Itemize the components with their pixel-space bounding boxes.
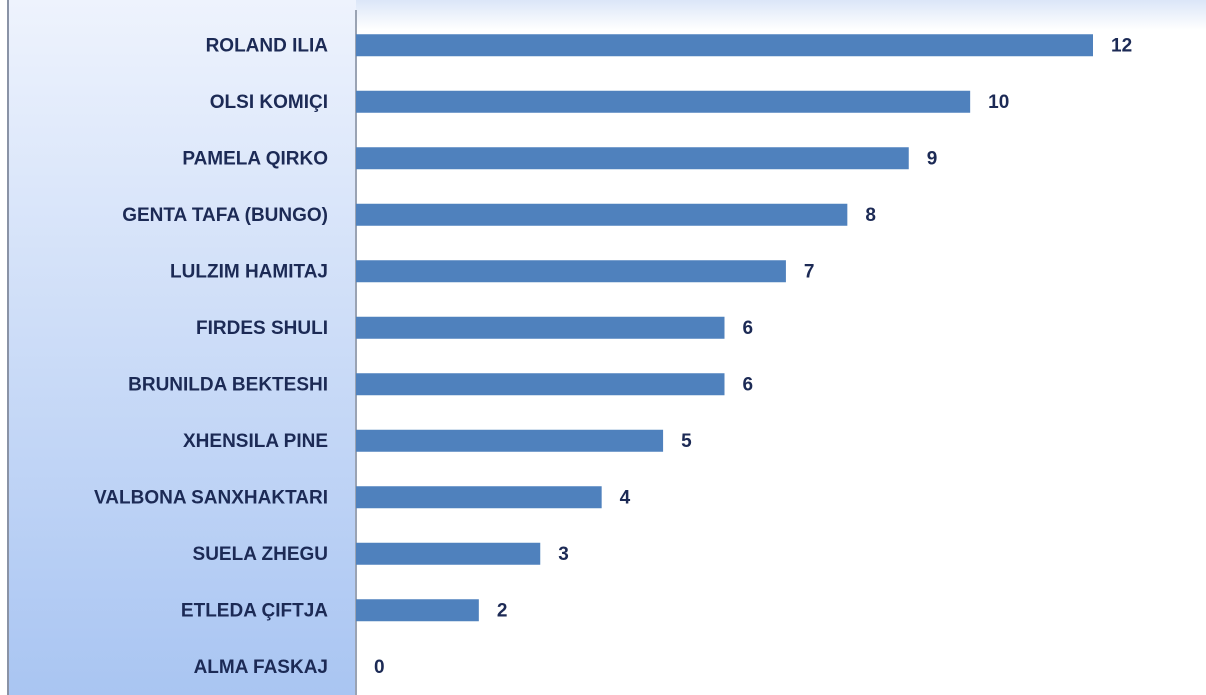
value-label: 8 bbox=[865, 205, 876, 226]
category-label: BRUNILDA BEKTESHI bbox=[128, 374, 328, 395]
category-label: ETLEDA ÇIFTJA bbox=[181, 600, 328, 621]
value-label: 3 bbox=[558, 544, 569, 565]
value-label: 5 bbox=[681, 431, 692, 452]
value-label: 12 bbox=[1111, 35, 1132, 56]
category-label: OLSI KOMIÇI bbox=[210, 92, 328, 113]
value-label: 6 bbox=[743, 318, 754, 339]
value-label: 7 bbox=[804, 261, 815, 282]
bar bbox=[356, 429, 664, 452]
value-label: 6 bbox=[743, 374, 754, 395]
value-label: 10 bbox=[988, 92, 1009, 113]
value-label: 4 bbox=[620, 487, 631, 508]
bar bbox=[356, 203, 848, 226]
label-panel bbox=[8, 0, 356, 695]
bar bbox=[356, 260, 786, 283]
value-label: 9 bbox=[927, 148, 938, 169]
category-label: ALMA FASKAJ bbox=[194, 657, 328, 678]
bar bbox=[356, 542, 541, 565]
category-label: FIRDES SHULI bbox=[196, 318, 328, 339]
bar bbox=[356, 34, 1093, 57]
category-label: LULZIM HAMITAJ bbox=[170, 261, 328, 282]
value-label: 0 bbox=[374, 657, 385, 678]
value-label: 2 bbox=[497, 600, 508, 621]
bar bbox=[356, 147, 909, 170]
bar bbox=[356, 90, 971, 113]
bar bbox=[356, 599, 479, 622]
plot-top-shade bbox=[356, 0, 1206, 30]
category-label: SUELA ZHEGU bbox=[193, 544, 328, 565]
category-label: XHENSILA PINE bbox=[183, 431, 328, 452]
category-label: GENTA TAFA (BUNGO) bbox=[122, 205, 328, 226]
bar bbox=[356, 373, 725, 396]
bar bbox=[356, 486, 602, 509]
category-label: VALBONA SANXHAKTARI bbox=[94, 487, 328, 508]
category-label: PAMELA QIRKO bbox=[182, 148, 328, 169]
category-label: ROLAND ILIA bbox=[206, 35, 329, 56]
bar bbox=[356, 316, 725, 339]
